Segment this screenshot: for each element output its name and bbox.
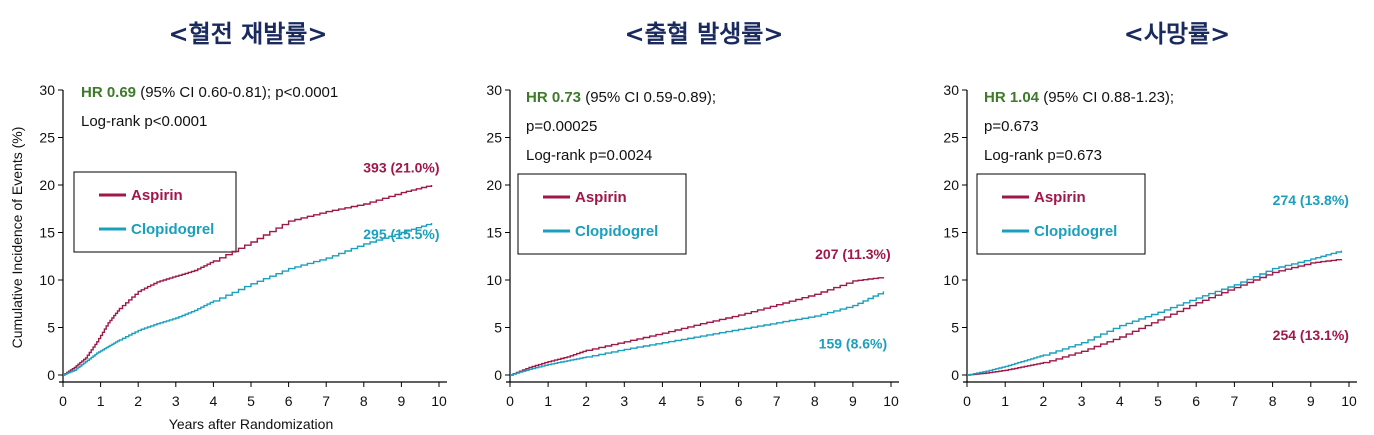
y-tick-label: 10	[943, 272, 959, 288]
x-tick-label: 4	[659, 393, 667, 409]
x-tick-label: 2	[134, 393, 142, 409]
legend-box	[976, 173, 1146, 255]
confidence-interval-text: (95% CI 0.88-1.23);	[1039, 89, 1174, 106]
x-tick-label: 4	[210, 393, 218, 409]
x-tick-label: 3	[1078, 393, 1086, 409]
chart-panel-2: <출혈 발생률> 0 5 10 15 20 25 30 0 1 2 3 4 5 6 7 8 9 10 HR 0.73 …	[486, 20, 899, 409]
y-tick-label: 15	[486, 225, 502, 241]
x-tick-label: 3	[172, 393, 180, 409]
x-tick-label: 1	[1001, 393, 1009, 409]
y-tick-label: 20	[486, 177, 502, 193]
x-axis-label: Years after Randomization	[169, 416, 333, 432]
x-tick-label: 7	[322, 393, 330, 409]
hazard-ratio-value: HR 1.04	[984, 89, 1040, 106]
y-tick-label: 25	[486, 130, 502, 146]
end-label-aspirin: 254 (13.1%)	[1273, 327, 1349, 343]
legend-box	[73, 171, 237, 253]
hazard-ratio-text: HR 0.73 (95% CI 0.59-0.89);	[526, 89, 716, 106]
x-tick-label: 9	[1307, 393, 1315, 409]
x-tick-label: 5	[247, 393, 255, 409]
legend-label-aspirin: Aspirin	[131, 187, 183, 204]
x-tick-label: 9	[849, 393, 857, 409]
chart-panel-3: <사망률> 0 5 10 15 20 25 30 0 1 2 3 4 5 6 7 8 9 10 HR 1.04 (95…	[943, 20, 1357, 409]
x-tick-label: 7	[1231, 393, 1239, 409]
y-tick-label: 30	[486, 82, 502, 98]
confidence-interval-text: (95% CI 0.59-0.89);	[581, 89, 716, 106]
x-tick-label: 1	[97, 393, 105, 409]
x-tick-label: 6	[735, 393, 743, 409]
x-tick-label: 2	[1040, 393, 1048, 409]
hazard-ratio-value: HR 0.69	[81, 84, 136, 101]
x-tick-label: 5	[1154, 393, 1162, 409]
x-tick-label: 6	[1192, 393, 1200, 409]
y-tick-label: 5	[951, 320, 959, 336]
x-tick-label: 10	[1341, 393, 1357, 409]
x-tick-label: 0	[963, 393, 971, 409]
x-tick-label: 3	[620, 393, 628, 409]
x-tick-label: 7	[773, 393, 781, 409]
hazard-ratio-value: HR 0.73	[526, 89, 581, 106]
series-line-aspirin	[63, 185, 433, 376]
x-tick-label: 8	[360, 393, 368, 409]
series-line-clopidogrel	[63, 223, 433, 376]
p-value-text: p=0.673	[984, 118, 1039, 135]
y-tick-label: 10	[39, 272, 55, 288]
x-tick-label: 8	[1269, 393, 1277, 409]
x-tick-label: 10	[883, 393, 899, 409]
end-label-aspirin: 207 (11.3%)	[815, 246, 891, 262]
chart-title: <출혈 발생률>	[625, 20, 784, 48]
x-tick-label: 0	[506, 393, 514, 409]
x-tick-label: 10	[431, 393, 447, 409]
y-tick-label: 20	[39, 177, 55, 193]
y-tick-label: 30	[39, 82, 55, 98]
y-tick-label: 20	[943, 177, 959, 193]
hazard-ratio-text: HR 0.69 (95% CI 0.60-0.81); p<0.0001	[81, 84, 338, 101]
hazard-ratio-text: HR 1.04 (95% CI 0.88-1.23);	[984, 89, 1174, 106]
y-tick-label: 5	[494, 320, 502, 336]
p-value-text: Log-rank p=0.0024	[526, 147, 652, 164]
y-tick-label: 25	[943, 130, 959, 146]
x-tick-label: 4	[1116, 393, 1124, 409]
series-line-aspirin	[510, 277, 885, 376]
y-tick-label: 25	[39, 130, 55, 146]
y-tick-label: 0	[951, 367, 959, 383]
legend-label-aspirin: Aspirin	[1034, 189, 1086, 206]
chart-panel-1: <혈전 재발률> 0 5 10 15 20 25 30 0 1 2 3 4 5 6 7 8 9 10 Years af…	[9, 20, 447, 432]
y-tick-label: 5	[47, 320, 55, 336]
series-line-clopidogrel	[967, 250, 1343, 376]
y-tick-label: 0	[47, 367, 55, 383]
x-tick-label: 0	[59, 393, 67, 409]
y-tick-label: 10	[486, 272, 502, 288]
y-tick-label: 0	[494, 367, 502, 383]
x-tick-label: 1	[544, 393, 552, 409]
y-tick-label: 15	[39, 225, 55, 241]
series-line-clopidogrel	[510, 291, 885, 376]
p-value-text: Log-rank p<0.0001	[81, 113, 207, 130]
x-tick-label: 5	[697, 393, 705, 409]
end-label-aspirin: 393 (21.0%)	[363, 160, 439, 176]
legend-label-clopidogrel: Clopidogrel	[131, 221, 214, 238]
end-label-clopidogrel: 274 (13.8%)	[1273, 192, 1349, 208]
x-tick-label: 9	[398, 393, 406, 409]
x-tick-label: 8	[811, 393, 819, 409]
legend-box	[517, 173, 687, 255]
legend-label-aspirin: Aspirin	[575, 189, 627, 206]
p-value-text: Log-rank p=0.673	[984, 147, 1102, 164]
y-tick-label: 30	[943, 82, 959, 98]
y-axis-label: Cumulative Incidence of Events (%)	[9, 127, 25, 349]
p-value-text: p=0.00025	[526, 118, 597, 135]
legend-label-clopidogrel: Clopidogrel	[1034, 223, 1117, 240]
end-label-clopidogrel: 295 (15.5%)	[363, 226, 439, 242]
y-tick-label: 15	[943, 225, 959, 241]
x-tick-label: 2	[582, 393, 590, 409]
end-label-clopidogrel: 159 (8.6%)	[819, 335, 887, 351]
series-line-aspirin	[967, 259, 1343, 376]
chart-title: <사망률>	[1124, 20, 1230, 48]
legend-label-clopidogrel: Clopidogrel	[575, 223, 658, 240]
confidence-interval-text: (95% CI 0.60-0.81); p<0.0001	[136, 84, 338, 101]
chart-title: <혈전 재발률>	[169, 20, 328, 48]
x-tick-label: 6	[285, 393, 293, 409]
